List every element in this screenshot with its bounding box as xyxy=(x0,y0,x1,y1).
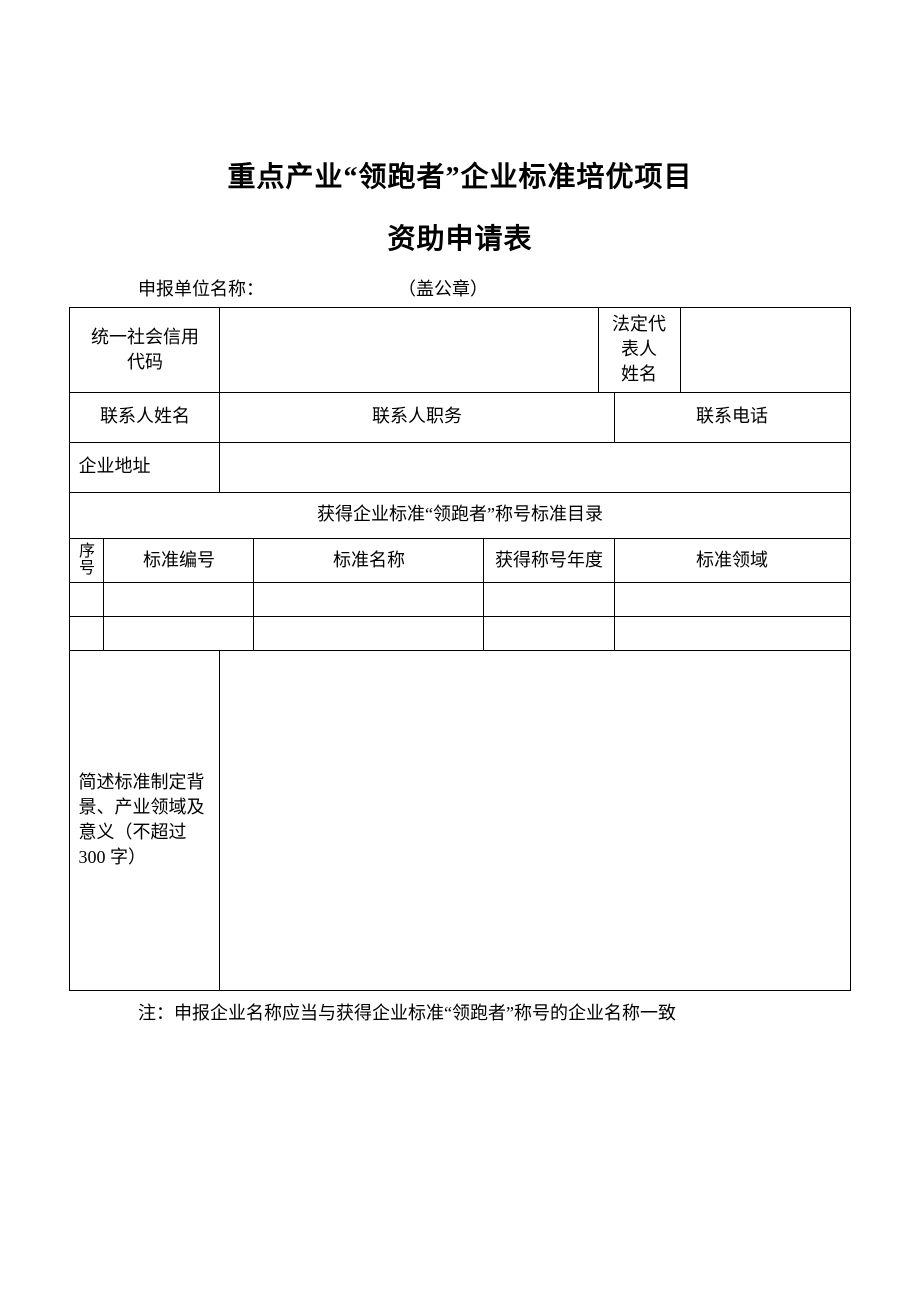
table-cell xyxy=(70,616,104,650)
row-catalog-columns: 序号 标准编号 标准名称 获得称号年度 标准领域 xyxy=(70,538,850,582)
table-cell xyxy=(484,582,614,616)
row-address: 企业地址 xyxy=(70,442,850,492)
row-catalog-header: 获得企业标准“领跑者”称号标准目录 xyxy=(70,492,850,538)
title-line-1: 重点产业“领跑者”企业标准培优项目 xyxy=(0,155,920,195)
address-value xyxy=(220,442,850,492)
header-line: 申报单位名称： （盖公章） xyxy=(70,275,850,301)
description-label: 简述标准制定背景、产业领域及意义（不超过 300 字） xyxy=(70,650,220,990)
table-cell xyxy=(614,582,850,616)
application-form-table: 统一社会信用 代码 法定代表人 姓名 联系人姓名 联系人职务 联系电话 企业地址… xyxy=(69,307,850,991)
row-contact: 联系人姓名 联系人职务 联系电话 xyxy=(70,392,850,442)
col-year: 获得称号年度 xyxy=(484,538,614,582)
applicant-unit-label: 申报单位名称： xyxy=(138,275,398,301)
contact-title-label: 联系人职务 xyxy=(220,392,614,442)
form-title-block: 重点产业“领跑者”企业标准培优项目 资助申请表 xyxy=(0,155,920,257)
seal-label: （盖公章） xyxy=(398,275,488,301)
catalog-row-2 xyxy=(70,616,850,650)
contact-phone-label: 联系电话 xyxy=(614,392,850,442)
social-credit-code-label: 统一社会信用 代码 xyxy=(70,308,220,393)
col-std-name: 标准名称 xyxy=(254,538,484,582)
table-cell xyxy=(614,616,850,650)
col-seq: 序号 xyxy=(70,538,104,582)
title-line-2: 资助申请表 xyxy=(0,217,920,257)
table-cell xyxy=(254,616,484,650)
table-cell xyxy=(104,616,254,650)
description-value xyxy=(220,650,850,990)
catalog-header: 获得企业标准“领跑者”称号标准目录 xyxy=(70,492,850,538)
contact-name-label: 联系人姓名 xyxy=(70,392,220,442)
table-cell xyxy=(254,582,484,616)
table-cell xyxy=(104,582,254,616)
col-std-no: 标准编号 xyxy=(104,538,254,582)
catalog-row-1 xyxy=(70,582,850,616)
social-credit-code-value xyxy=(220,308,598,393)
table-cell xyxy=(484,616,614,650)
legal-rep-value xyxy=(680,308,850,393)
address-label: 企业地址 xyxy=(70,442,220,492)
row-description: 简述标准制定背景、产业领域及意义（不超过 300 字） xyxy=(70,650,850,990)
legal-rep-label: 法定代表人 姓名 xyxy=(598,308,680,393)
footnote: 注：申报企业名称应当与获得企业标准“领跑者”称号的企业名称一致 xyxy=(70,999,850,1025)
col-domain: 标准领域 xyxy=(614,538,850,582)
row-social-credit: 统一社会信用 代码 法定代表人 姓名 xyxy=(70,308,850,393)
table-cell xyxy=(70,582,104,616)
